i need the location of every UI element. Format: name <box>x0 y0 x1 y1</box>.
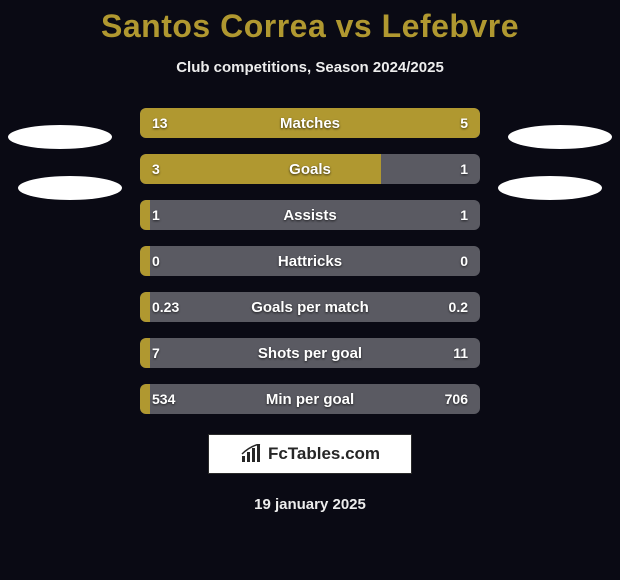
stat-label: Min per goal <box>140 384 480 414</box>
stat-bar: 11Assists <box>140 200 480 230</box>
stat-bar: 00Hattricks <box>140 246 480 276</box>
stats-bar-list: 135Matches 31Goals 11Assists 00Hattricks 0.2… <box>0 108 620 414</box>
stat-bar: 534706Min per goal <box>140 384 480 414</box>
page-title: Santos Correa vs Lefebvre <box>0 0 620 45</box>
stat-bar: 711Shots per goal <box>140 338 480 368</box>
player-right-logo-1 <box>508 125 612 149</box>
date-label: 19 january 2025 <box>0 496 620 513</box>
stat-label: Assists <box>140 200 480 230</box>
stat-label: Hattricks <box>140 246 480 276</box>
stat-label: Shots per goal <box>140 338 480 368</box>
stat-label: Matches <box>140 108 480 138</box>
stat-bar: 135Matches <box>140 108 480 138</box>
site-badge: FcTables.com <box>208 434 412 474</box>
subtitle: Club competitions, Season 2024/2025 <box>0 59 620 76</box>
player-right-logo-2 <box>498 176 602 200</box>
player-left-logo-1 <box>8 125 112 149</box>
player-left-logo-2 <box>18 176 122 200</box>
chart-icon <box>240 444 264 464</box>
site-badge-text: FcTables.com <box>268 444 380 464</box>
stat-label: Goals <box>140 154 480 184</box>
stat-bar: 0.230.2Goals per match <box>140 292 480 322</box>
stat-label: Goals per match <box>140 292 480 322</box>
stat-bar: 31Goals <box>140 154 480 184</box>
